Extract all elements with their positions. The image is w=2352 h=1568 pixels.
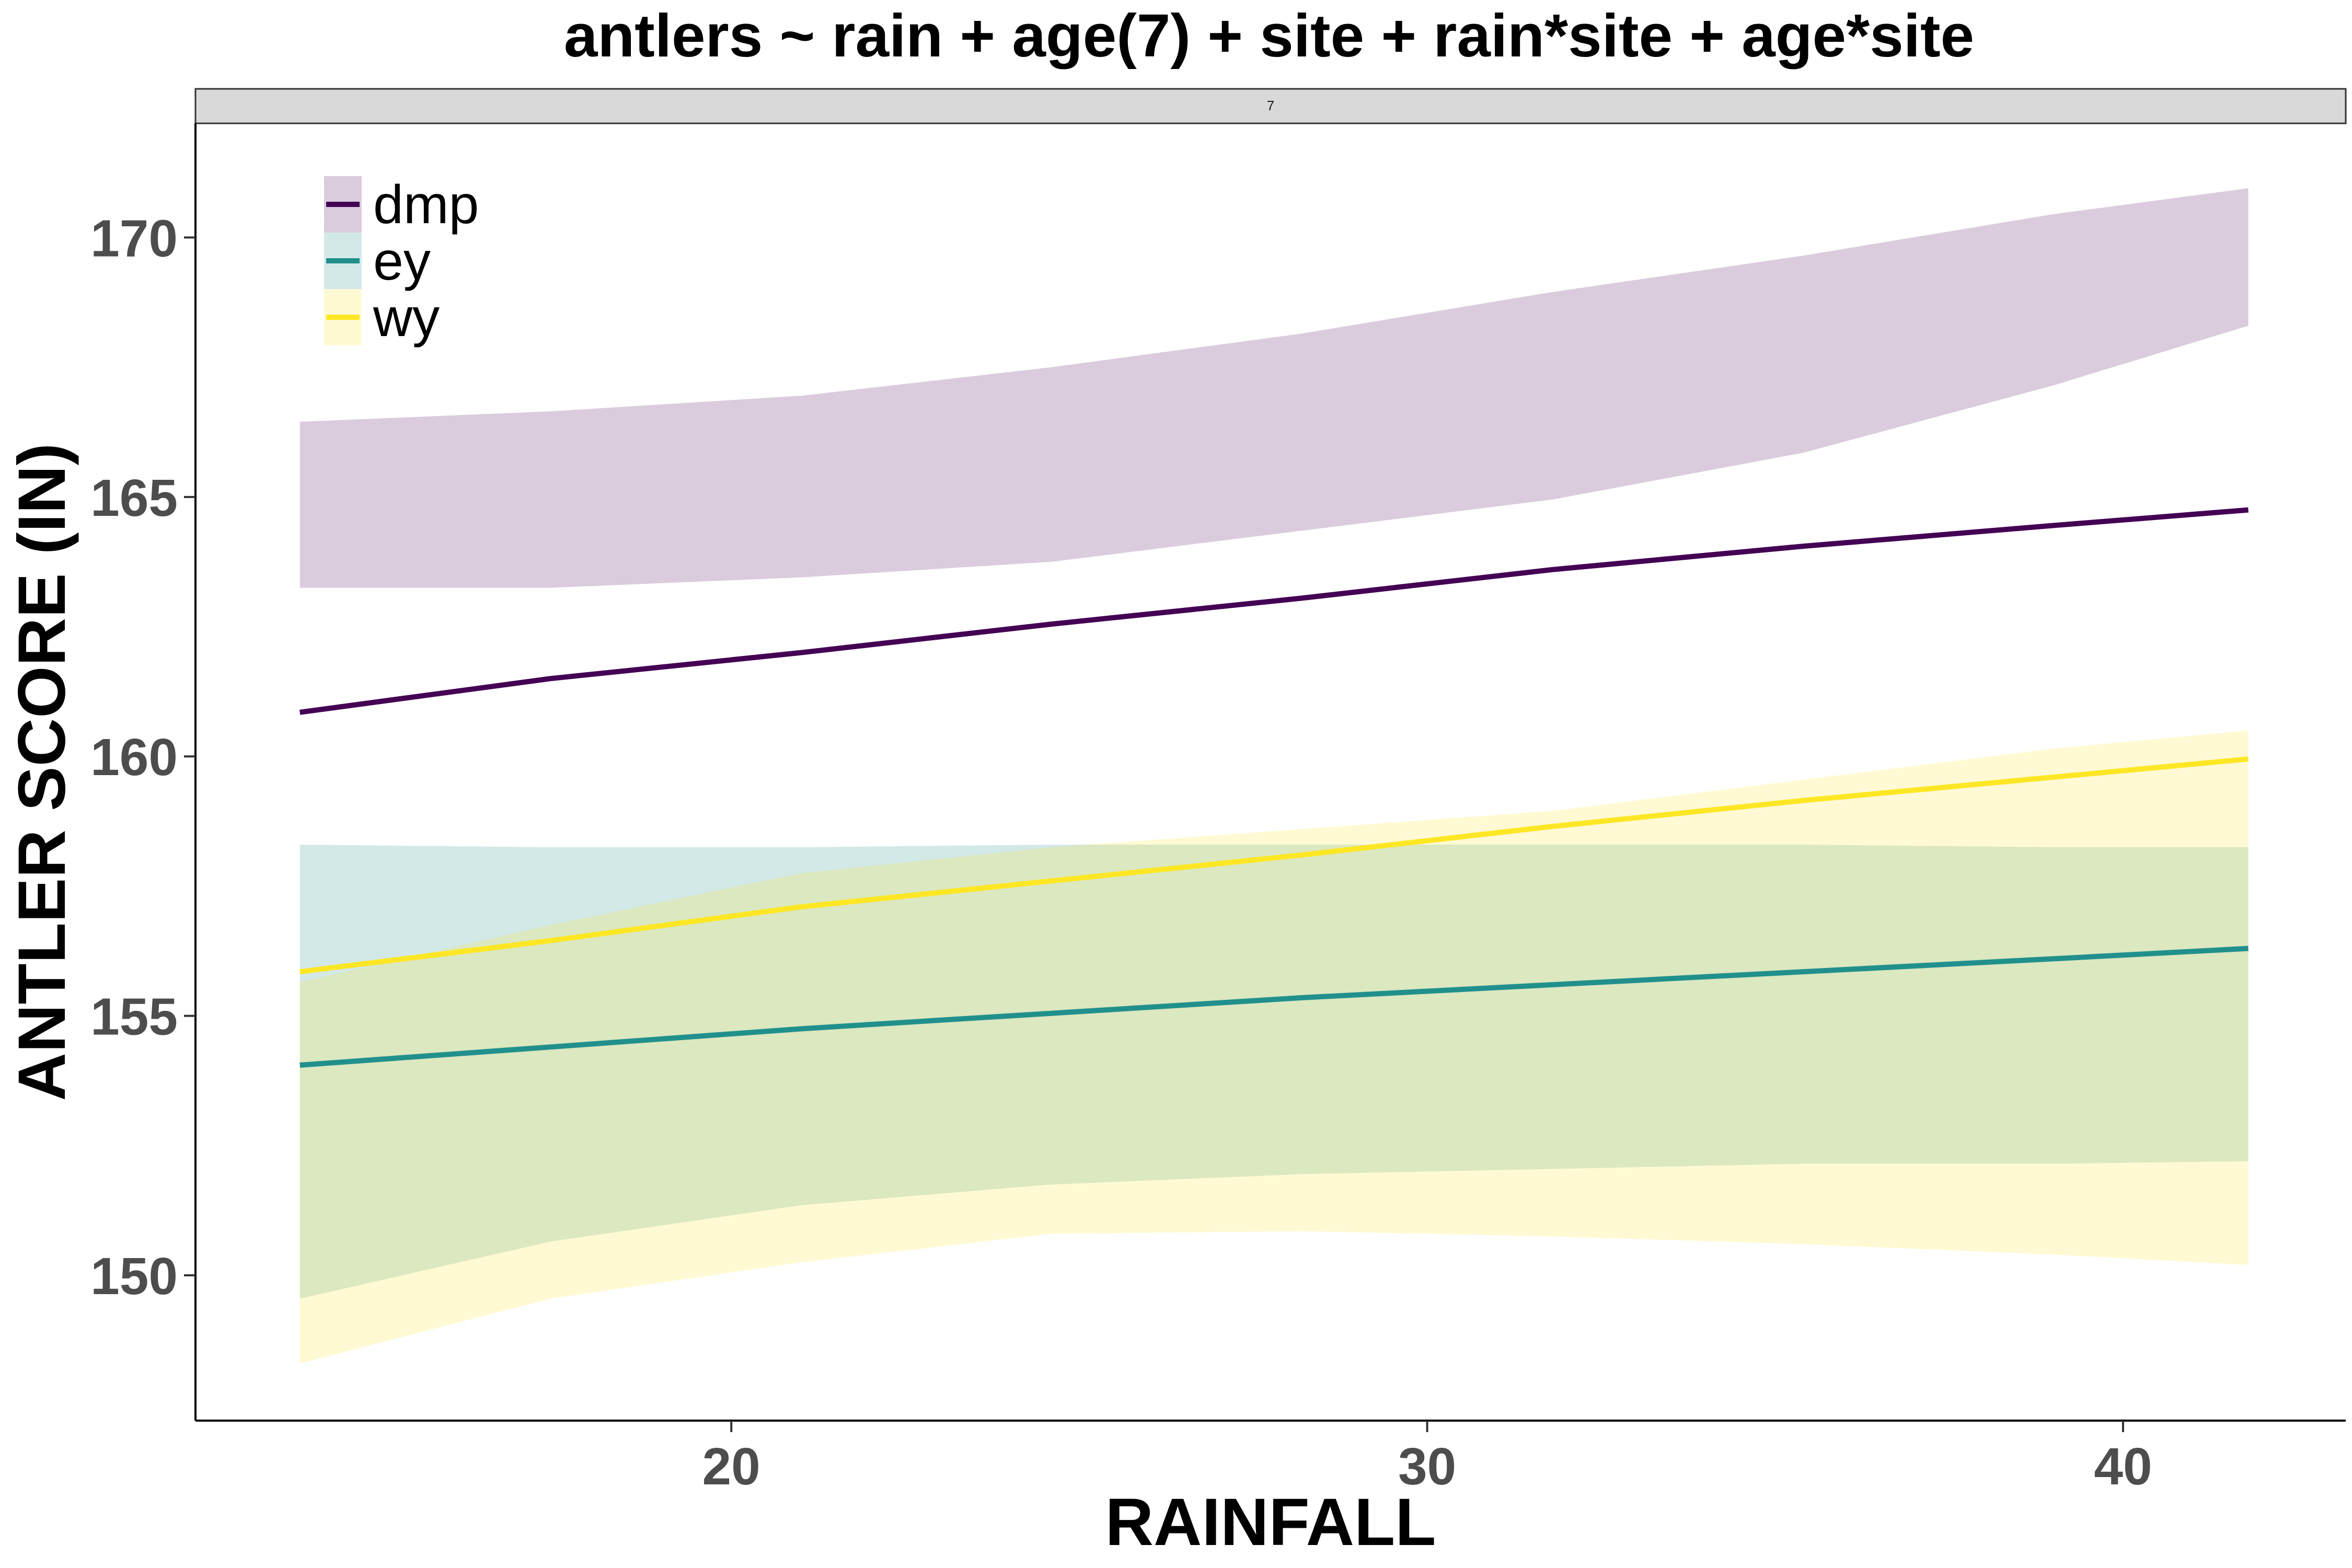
line-ey bbox=[299, 946, 2249, 1068]
line-dmp bbox=[299, 507, 2249, 715]
x-axis-title: RAINFALL bbox=[1105, 1485, 1436, 1560]
x-axis-ticks: 20 30 40 bbox=[702, 1421, 2152, 1496]
y-tick-label: 165 bbox=[90, 469, 178, 527]
line-wy bbox=[299, 756, 2249, 975]
y-tick-label: 150 bbox=[90, 1247, 178, 1306]
y-tick-label: 160 bbox=[90, 728, 178, 787]
y-tick-label: 155 bbox=[90, 988, 178, 1046]
ribbon-ey bbox=[299, 845, 2249, 1299]
y-axis-ticks: 150 155 160 165 170 bbox=[90, 209, 195, 1306]
x-tick-label: 20 bbox=[702, 1437, 760, 1496]
x-tick-label: 40 bbox=[2094, 1437, 2152, 1496]
x-tick-label: 30 bbox=[1398, 1437, 1456, 1496]
ribbon-wy bbox=[299, 730, 2249, 1364]
y-tick-label: 170 bbox=[90, 209, 178, 268]
y-axis-title: ANTLER SCORE (IN) bbox=[5, 443, 79, 1101]
legend-label-wy: wy bbox=[373, 287, 440, 348]
legend-label-dmp: dmp bbox=[373, 175, 479, 235]
chart-title: antlers ~ rain + age(7) + site + rain*si… bbox=[564, 2, 1974, 70]
ribbon-dmp bbox=[299, 188, 2249, 588]
facet-strip bbox=[194, 88, 2347, 124]
facet-strip-label: 7 bbox=[1267, 98, 1274, 113]
plot-area bbox=[299, 188, 2249, 1364]
legend-label-ey: ey bbox=[373, 231, 431, 292]
